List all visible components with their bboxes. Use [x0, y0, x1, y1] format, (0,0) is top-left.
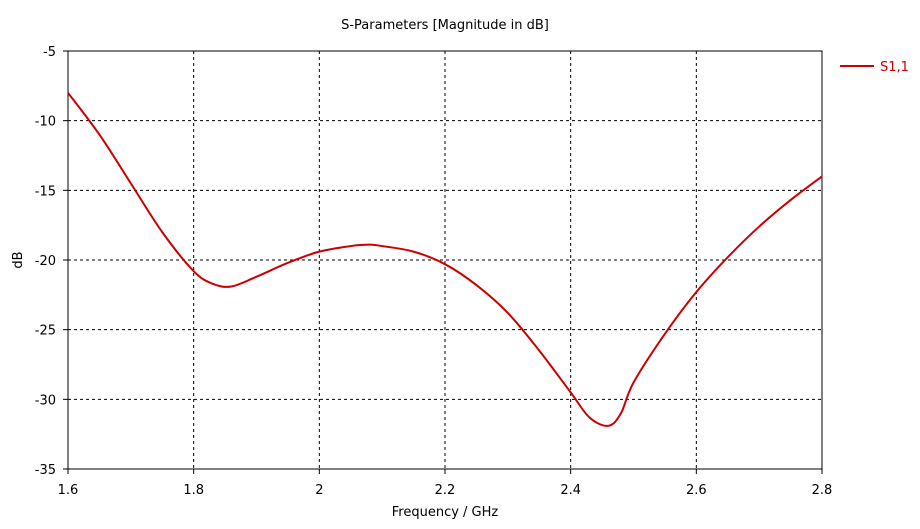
y-tick-label: -10: [35, 115, 56, 130]
y-tick-label: -5: [43, 45, 56, 60]
x-tick-label: 2: [315, 483, 323, 498]
x-tick-label: 2.4: [560, 483, 581, 498]
y-axis-title: dB: [11, 251, 26, 268]
y-tick-label: -20: [35, 254, 56, 269]
series-line-s11: [67, 92, 823, 427]
x-axis-title: Frequency / GHz: [392, 505, 499, 520]
x-tick-label: 2.8: [812, 483, 833, 498]
series-layer: [67, 92, 823, 427]
legend-label-s11: S1,1: [880, 60, 909, 75]
chart-title: S-Parameters [Magnitude in dB]: [341, 18, 549, 33]
y-tick-label: -15: [35, 184, 56, 199]
x-tick-label: 1.6: [58, 483, 79, 498]
legend: S1,1: [840, 60, 909, 75]
x-tick-label: 1.8: [183, 483, 204, 498]
y-tick-label: -30: [35, 393, 56, 408]
y-tick-label: -25: [35, 324, 56, 339]
grid-lines: [68, 51, 822, 469]
x-tick-label: 2.6: [686, 483, 707, 498]
x-tick-label: 2.2: [435, 483, 456, 498]
y-tick-label: -35: [35, 463, 56, 478]
axis-ticks: 1.6 1.8 2 2.2 2.4 2.6 2.8 -35 -30 -25 -20 -15 -10 -5: [35, 45, 833, 498]
